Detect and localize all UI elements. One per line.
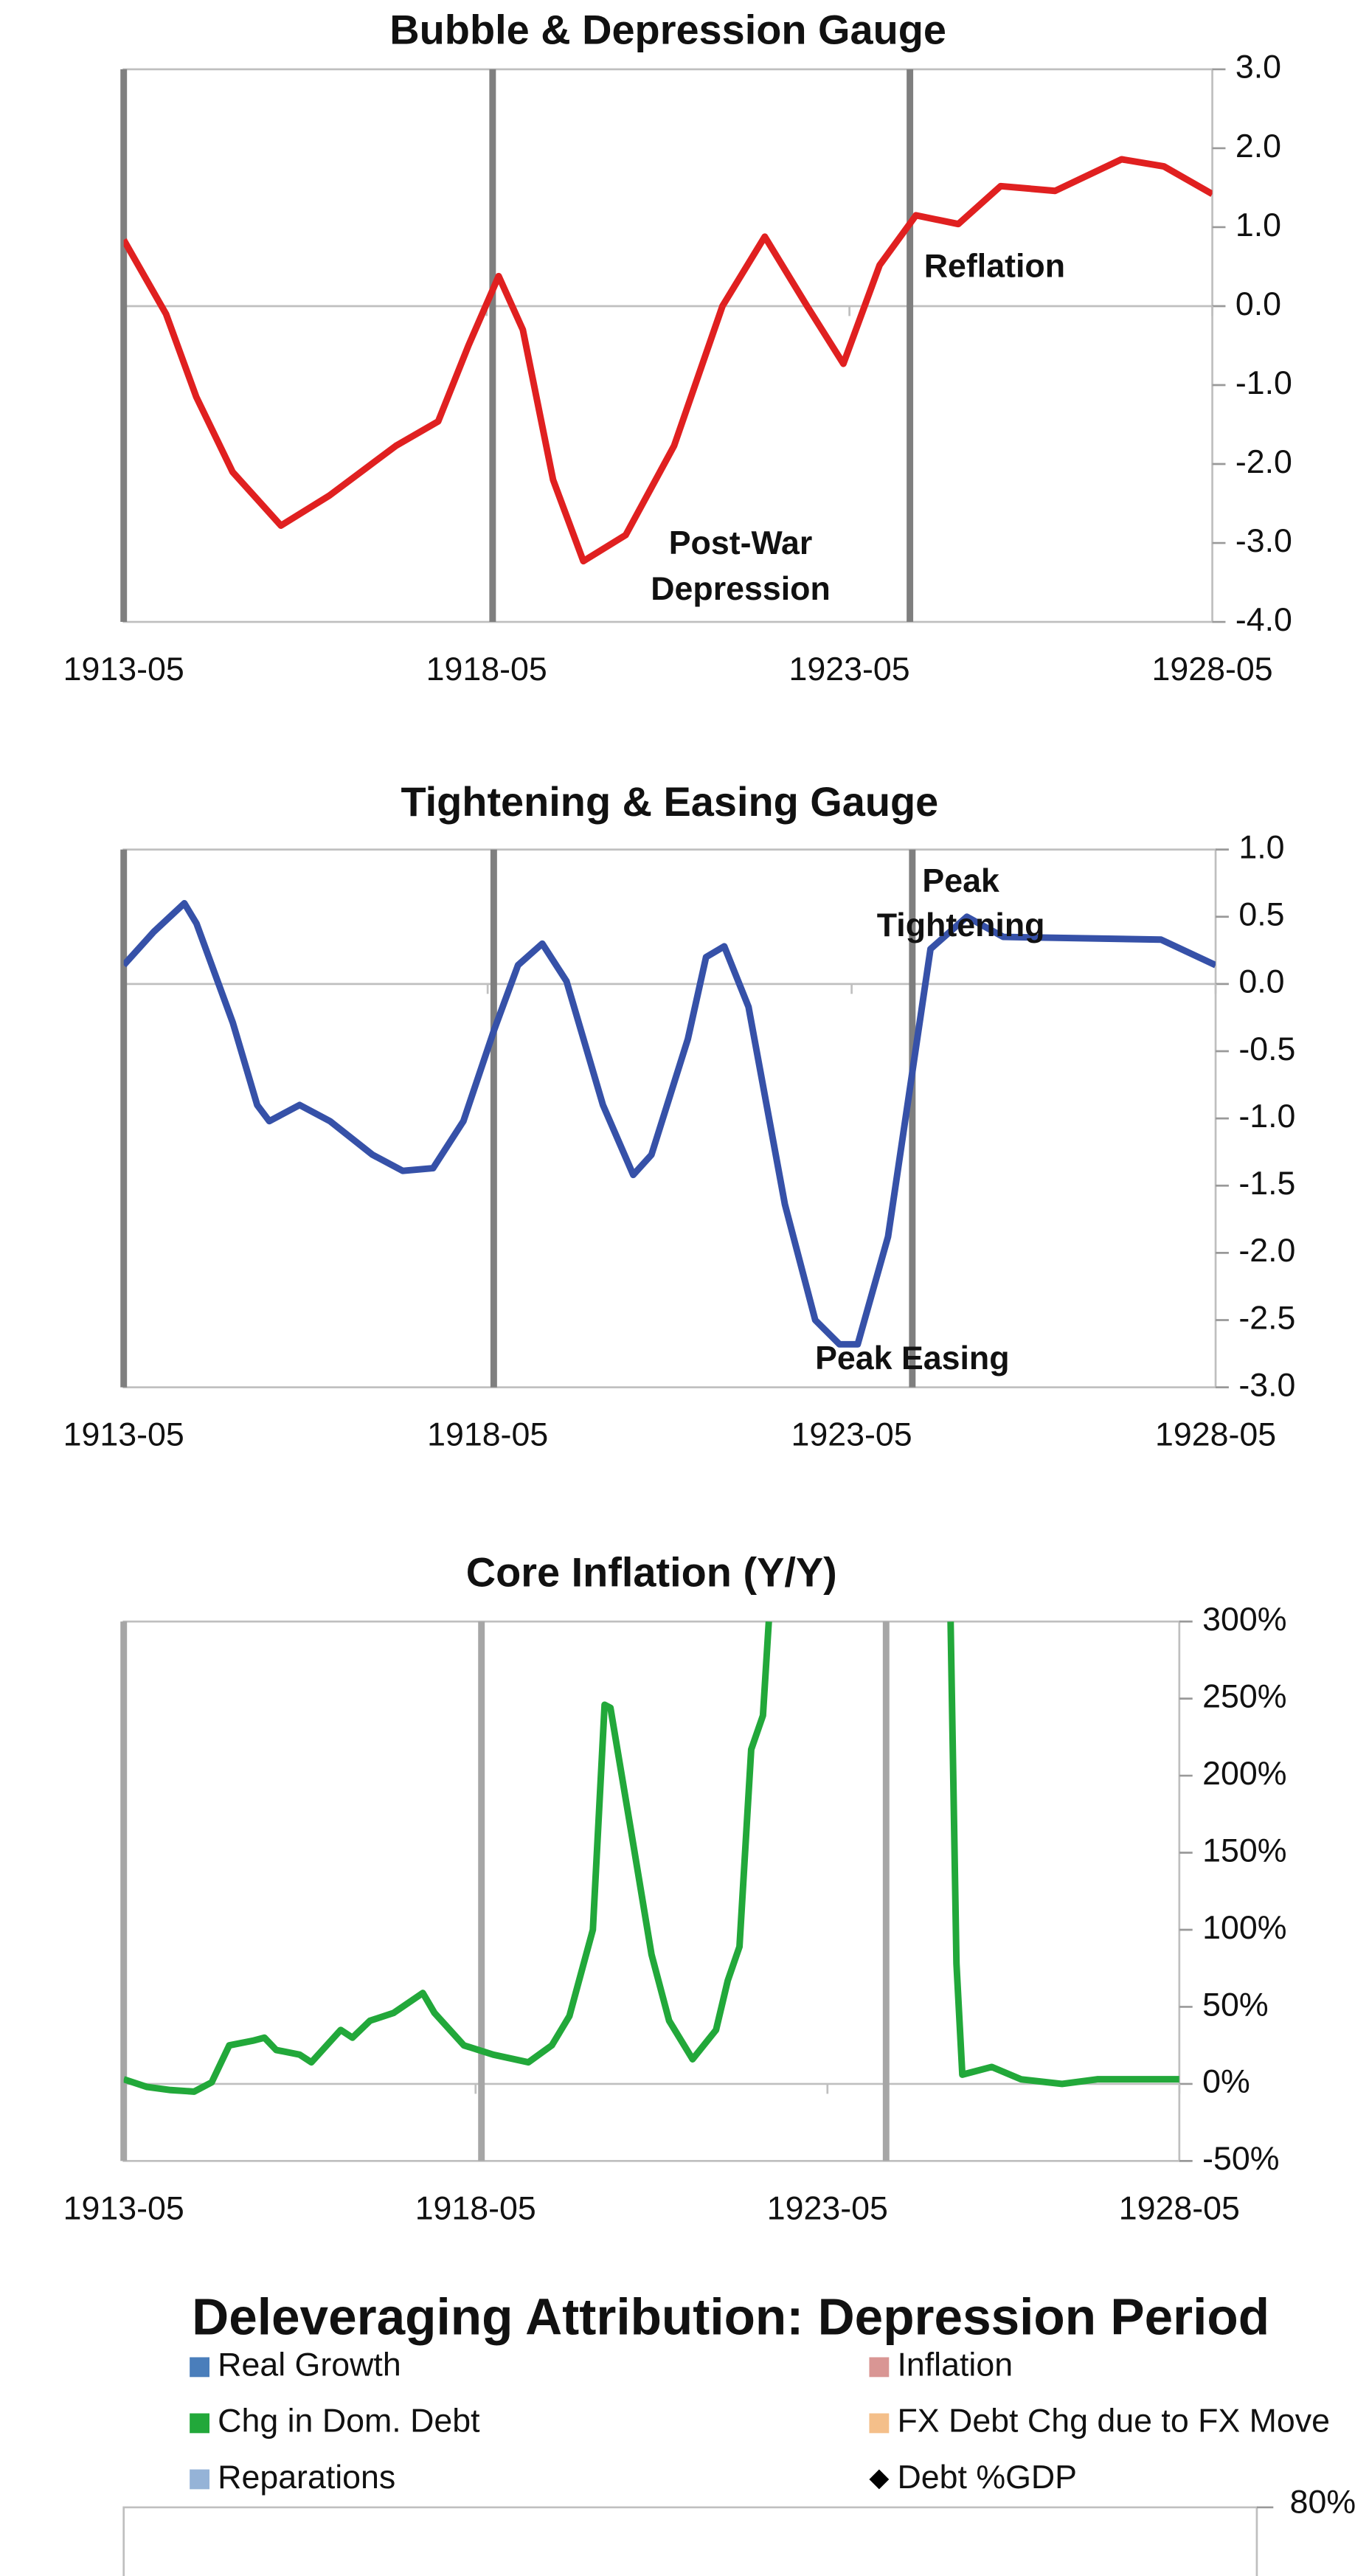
y-tick-label: 50%: [1202, 1987, 1269, 2023]
y-tick-label: -3.0: [1235, 523, 1292, 559]
chart: Core Inflation (Y/Y) 300% 250% 200% 150% 100%…: [63, 1548, 1287, 2226]
legend-label: Debt %GDP: [897, 2459, 1077, 2496]
data-line: [123, 900, 1216, 1348]
legend-label: Inflation: [897, 2347, 1013, 2383]
y-tick-label: -0.5: [1238, 1031, 1295, 1067]
x-tick-label: 1928-05: [1119, 2190, 1240, 2226]
y-tick-label: -50%: [1202, 2141, 1279, 2177]
y-tick-label: -2.0: [1238, 1233, 1295, 1269]
y-tick-label: -1.0: [1235, 365, 1292, 401]
y-tick-label: -2.0: [1235, 444, 1292, 480]
x-tick-label: 1918-05: [427, 1417, 548, 1453]
y-tick-label: 250%: [1202, 1678, 1286, 1714]
data-line: [123, 1621, 1179, 2095]
y-tick-label: 150%: [1202, 1832, 1286, 1869]
annotation: Reflation: [924, 248, 1065, 284]
chart-title: Bubble & Depression Gauge: [389, 7, 946, 53]
legend-swatch: [869, 2413, 890, 2434]
chart-title: Deleveraging Attribution: Depression Per…: [192, 2288, 1269, 2346]
legend-swatch: [190, 2357, 209, 2378]
legend-label: FX Debt Chg due to FX Move: [897, 2403, 1330, 2440]
x-tick-label: 1913-05: [63, 2190, 184, 2226]
x-tick-label: 1928-05: [1155, 1417, 1276, 1453]
y-tick-label: 80%: [1290, 2484, 1356, 2520]
chart: Deleveraging Attribution: Depression Per…: [122, 2288, 1356, 2576]
annotation: Tightening: [877, 907, 1045, 944]
y-tick-label: 2.0: [1235, 128, 1281, 165]
y-tick-label: 0.5: [1238, 897, 1284, 933]
legend-swatch: [869, 2357, 890, 2378]
annotation: Peak: [922, 863, 999, 899]
plot-frame: [122, 68, 1213, 623]
plot-frame: [122, 848, 1217, 1388]
x-tick-label: 1913-05: [63, 1417, 184, 1453]
y-tick-label: 0.0: [1238, 964, 1284, 1000]
legend-marker: [869, 2469, 890, 2490]
legend-swatch: [190, 2413, 209, 2434]
x-tick-label: 1913-05: [63, 651, 184, 688]
legend-label: Real Growth: [218, 2347, 401, 2383]
y-tick-label: -1.0: [1238, 1098, 1295, 1135]
legend-swatch: [190, 2469, 209, 2490]
chart-title: Core Inflation (Y/Y): [466, 1548, 837, 1595]
chart: Tightening & Easing Gauge 1.0 0.5 0.0 -0.5 -1…: [63, 778, 1296, 1453]
y-tick-label: 3.0: [1235, 49, 1281, 86]
y-tick-label: 100%: [1202, 1910, 1286, 1946]
y-tick-label: -1.5: [1238, 1166, 1295, 1202]
annotation: Peak Easing: [815, 1340, 1010, 1377]
annotation: Post-War: [669, 525, 813, 561]
x-tick-label: 1918-05: [415, 2190, 536, 2226]
chart: Bubble & Depression Gauge 3.0 2.0 1.0 0.0 -1.…: [63, 7, 1292, 688]
legend-label: Reparations: [218, 2459, 395, 2496]
x-tick-label: 1923-05: [791, 1417, 912, 1453]
x-tick-label: 1918-05: [426, 651, 547, 688]
x-tick-label: 1928-05: [1152, 651, 1273, 688]
y-tick-label: 0%: [1202, 2064, 1250, 2100]
y-tick-label: -2.5: [1238, 1300, 1295, 1336]
plot-frame: [122, 2506, 1258, 2576]
y-tick-label: 1.0: [1235, 207, 1281, 243]
y-tick-label: 300%: [1202, 1602, 1286, 1638]
y-tick-label: -4.0: [1235, 602, 1292, 638]
x-tick-label: 1923-05: [767, 2190, 888, 2226]
x-tick-label: 1923-05: [789, 651, 910, 688]
data-line: [123, 156, 1213, 565]
chart-title: Tightening & Easing Gauge: [401, 778, 939, 825]
y-tick-label: 1.0: [1238, 829, 1284, 865]
legend-label: Chg in Dom. Debt: [218, 2403, 480, 2440]
annotation: Depression: [651, 571, 831, 607]
y-tick-label: 0.0: [1235, 286, 1281, 322]
y-tick-label: 200%: [1202, 1756, 1286, 1792]
y-tick-label: -3.0: [1238, 1367, 1295, 1403]
